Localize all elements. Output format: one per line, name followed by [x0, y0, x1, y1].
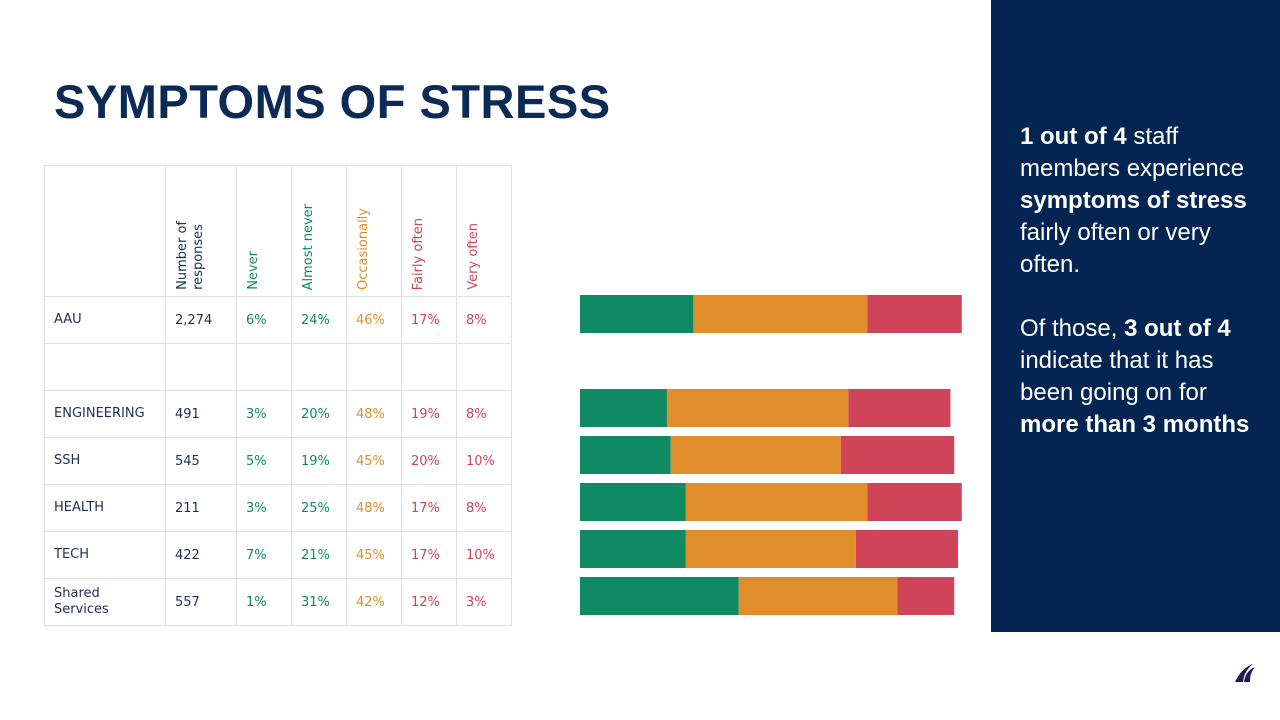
table-row	[44, 343, 512, 391]
cell-fairly-often: 12%	[401, 578, 457, 626]
cell-almost-never: 24%	[291, 296, 347, 344]
cell-never: 7%	[236, 531, 292, 579]
cell-almost-never: 31%	[291, 578, 347, 626]
table-row: TECH 422 7% 21% 45% 17% 10%	[44, 531, 512, 579]
bar-segment-shared-services-2	[897, 577, 955, 615]
bar-segment-tech-1	[685, 530, 856, 568]
bar-segment-engineering-0	[580, 389, 667, 427]
bar-segment-tech-0	[580, 530, 686, 568]
bar-segment-shared-services-1	[738, 577, 898, 615]
cell-occasionally: 48%	[346, 390, 402, 438]
summary-text-run: 3 out of 4	[1124, 315, 1231, 342]
header-never: Never	[246, 251, 261, 290]
cell-name: AAU	[44, 296, 166, 344]
summary-text-run: indicate that it has been going on for	[1020, 347, 1214, 406]
cell-name: HEALTH	[44, 484, 166, 532]
header-very-often: Very often	[466, 223, 481, 290]
table-row: SSH 545 5% 19% 45% 20% 10%	[44, 437, 512, 485]
cell-n: 545	[165, 437, 237, 485]
bar-segment-ssh-1	[670, 436, 841, 474]
cell-occasionally: 45%	[346, 531, 402, 579]
cell-almost-never: 25%	[291, 484, 347, 532]
cell-almost-never: 19%	[291, 437, 347, 485]
header-responses: Number of responses	[175, 221, 206, 290]
table-row: ENGINEERING 491 3% 20% 48% 19% 8%	[44, 390, 512, 438]
bar-segment-ssh-0	[580, 436, 671, 474]
cell-very-often: 10%	[456, 437, 512, 485]
cell-fairly-often	[401, 343, 457, 391]
table-row: AAU 2,274 6% 24% 46% 17% 8%	[44, 296, 512, 344]
cell-occasionally: 46%	[346, 296, 402, 344]
bar-segment-shared-services-0	[580, 577, 739, 615]
bar-segment-ssh-2	[840, 436, 955, 474]
summary-panel: 1 out of 4 staff members experience symp…	[991, 0, 1280, 632]
header-occasionally: Occasionally	[356, 208, 371, 290]
bar-segment-aau-1	[693, 295, 868, 333]
cell-name: Shared Services	[44, 578, 166, 626]
table-row: Shared Services 557 1% 31% 42% 12% 3%	[44, 578, 512, 626]
cell-occasionally	[346, 343, 402, 391]
bar-segment-health-2	[867, 483, 962, 521]
header-blank	[44, 165, 166, 297]
cell-occasionally: 48%	[346, 484, 402, 532]
cell-never: 3%	[236, 484, 292, 532]
cell-name: SSH	[44, 437, 166, 485]
cell-almost-never: 21%	[291, 531, 347, 579]
cell-n	[165, 343, 237, 391]
cell-n: 211	[165, 484, 237, 532]
cell-very-often	[456, 343, 512, 391]
bar-segment-engineering-1	[666, 389, 849, 427]
cell-n: 491	[165, 390, 237, 438]
cell-occasionally: 42%	[346, 578, 402, 626]
summary-text-run: fairly often or very often.	[1020, 219, 1211, 278]
bar-segment-health-0	[580, 483, 686, 521]
aalborg-university-logo	[1224, 660, 1264, 690]
cell-very-often: 8%	[456, 296, 512, 344]
stacked-bar-chart	[580, 295, 962, 615]
cell-fairly-often: 17%	[401, 531, 457, 579]
cell-never: 3%	[236, 390, 292, 438]
cell-never: 6%	[236, 296, 292, 344]
cell-fairly-often: 17%	[401, 296, 457, 344]
cell-never	[236, 343, 292, 391]
cell-almost-never: 20%	[291, 390, 347, 438]
cell-n: 422	[165, 531, 237, 579]
summary-text-run: symptoms of stress	[1020, 187, 1247, 214]
cell-occasionally: 45%	[346, 437, 402, 485]
cell-never: 1%	[236, 578, 292, 626]
bar-segment-tech-2	[855, 530, 958, 568]
cell-name: ENGINEERING	[44, 390, 166, 438]
header-almost-never: Almost never	[301, 203, 316, 290]
cell-fairly-often: 19%	[401, 390, 457, 438]
bar-segment-aau-2	[867, 295, 962, 333]
summary-paragraph-2: Of those, 3 out of 4 indicate that it ha…	[1020, 313, 1260, 441]
cell-fairly-often: 20%	[401, 437, 457, 485]
stress-table: Number of responses Never Almost never O…	[44, 165, 512, 626]
cell-almost-never	[291, 343, 347, 391]
summary-paragraph-1: 1 out of 4 staff members experience symp…	[1020, 121, 1260, 281]
logo-wave-icon	[1235, 664, 1255, 682]
bar-segment-aau-0	[580, 295, 694, 333]
summary-text-run: 1 out of 4	[1020, 123, 1127, 150]
summary-text-run: more than 3 months	[1020, 411, 1250, 438]
summary-text-run: staff members experience	[1020, 123, 1245, 182]
summary-text-run: Of those,	[1020, 315, 1125, 342]
cell-very-often: 3%	[456, 578, 512, 626]
cell-n: 2,274	[165, 296, 237, 344]
table-row: HEALTH 211 3% 25% 48% 17% 8%	[44, 484, 512, 532]
cell-fairly-often: 17%	[401, 484, 457, 532]
bar-segment-health-1	[685, 483, 868, 521]
header-fairly-often: Fairly often	[411, 217, 426, 290]
cell-name: TECH	[44, 531, 166, 579]
cell-very-often: 10%	[456, 531, 512, 579]
cell-name	[44, 343, 166, 391]
cell-never: 5%	[236, 437, 292, 485]
table-header-row: Number of responses Never Almost never O…	[44, 165, 512, 297]
bar-segment-engineering-2	[848, 389, 951, 427]
cell-very-often: 8%	[456, 390, 512, 438]
cell-n: 557	[165, 578, 237, 626]
summary-text: 1 out of 4 staff members experience symp…	[1020, 121, 1260, 473]
cell-very-often: 8%	[456, 484, 512, 532]
page-title: SYMPTOMS OF STRESS	[54, 75, 611, 128]
